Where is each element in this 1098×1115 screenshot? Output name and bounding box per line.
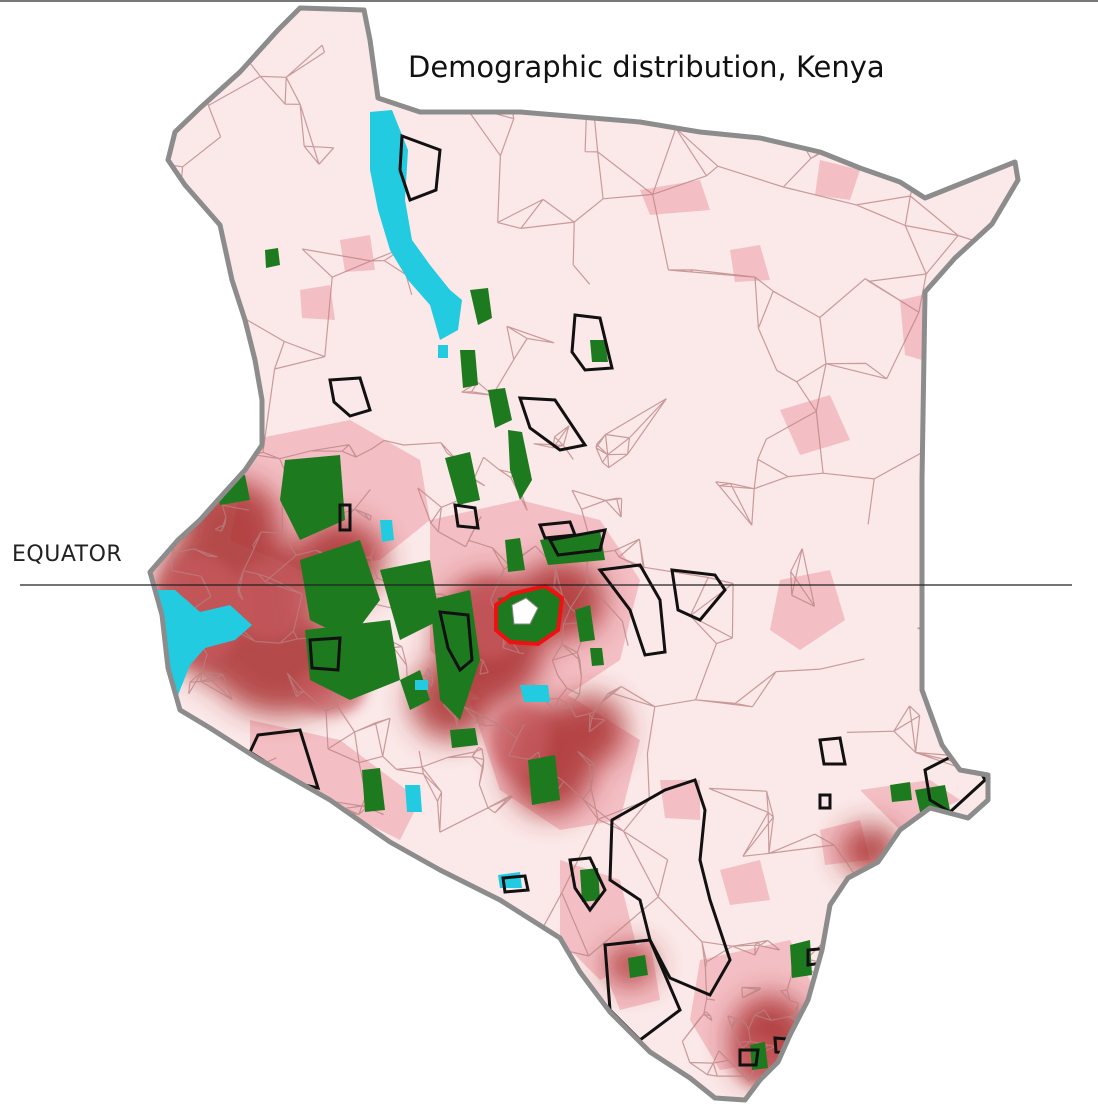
nairobi-highlight [494,583,565,647]
lake-turkana [370,110,462,340]
lakes [150,110,550,888]
lake-victoria [150,590,252,712]
country-border [147,5,1021,1103]
map-title: Demographic distribution, Kenya [408,50,885,84]
equator-label: EQUATOR [12,542,123,567]
